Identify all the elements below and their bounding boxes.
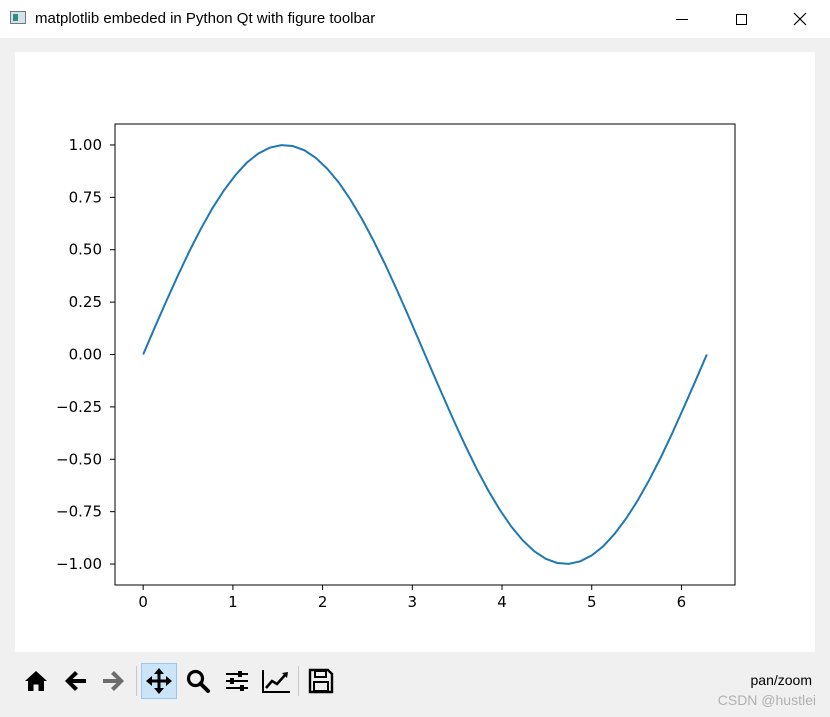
- home-icon: [25, 671, 47, 691]
- maximize-icon: [735, 13, 747, 25]
- watermark: CSDN @hustlei: [717, 692, 816, 708]
- sliders-icon: [226, 671, 248, 691]
- arrow-left-icon: [65, 671, 86, 691]
- floppy-disk-icon: [308, 668, 334, 694]
- app-icon: [10, 11, 26, 24]
- y-axis: 1.00 0.75 0.50 0.25 0.00 −0.25 −0.50 −0.75 −1.00: [56, 136, 115, 573]
- y-tick-label: −0.50: [56, 450, 102, 468]
- y-tick-label: −0.25: [56, 398, 102, 416]
- back-button[interactable]: [57, 663, 93, 699]
- close-icon: [793, 12, 807, 26]
- x-tick-label: 0: [138, 593, 148, 611]
- pan-button[interactable]: [141, 663, 177, 699]
- navigation-toolbar: pan/zoom: [0, 660, 830, 710]
- move-icon: [146, 668, 172, 694]
- subplots-button[interactable]: [219, 663, 255, 699]
- save-button[interactable]: [303, 663, 339, 699]
- y-tick-label: 0.25: [69, 293, 102, 311]
- magnifier-icon: [186, 669, 210, 693]
- toolbar-separator: [136, 666, 137, 696]
- y-tick-label: 1.00: [69, 136, 102, 154]
- line-chart-icon: [262, 670, 290, 693]
- toolbar-status: pan/zoom: [750, 672, 812, 688]
- sine-series-line: [142, 144, 708, 565]
- plot-svg: 0 1 2 3 4 5 6 1.00 0.75 0.50 0.25 0.00 −0.25 −0.50 −0…: [56, 123, 736, 611]
- zoom-button[interactable]: [180, 663, 216, 699]
- forward-button[interactable]: [96, 663, 132, 699]
- y-tick-label: 0.50: [69, 241, 102, 259]
- y-tick-label: 0.75: [69, 188, 102, 206]
- minimize-icon: [676, 18, 688, 20]
- y-tick-label: −0.75: [56, 503, 102, 521]
- home-button[interactable]: [18, 663, 54, 699]
- y-tick-label: 0.00: [69, 346, 102, 364]
- title-bar: matplotlib embeded in Python Qt with fig…: [0, 0, 830, 38]
- maximize-button[interactable]: [711, 0, 771, 38]
- close-button[interactable]: [770, 0, 830, 38]
- x-tick-label: 4: [497, 593, 507, 611]
- x-tick-label: 2: [318, 593, 328, 611]
- x-axis: 0 1 2 3 4 5 6: [138, 585, 686, 611]
- arrow-right-icon: [103, 671, 124, 691]
- x-tick-label: 6: [677, 593, 687, 611]
- x-tick-label: 5: [587, 593, 597, 611]
- x-tick-label: 3: [408, 593, 418, 611]
- figure-canvas[interactable]: 0 1 2 3 4 5 6 1.00 0.75 0.50 0.25 0.00 −0.25 −0.50 −0…: [15, 52, 815, 652]
- y-tick-label: −1.00: [56, 555, 102, 573]
- x-tick-label: 1: [228, 593, 238, 611]
- minimize-button[interactable]: [652, 0, 712, 38]
- toolbar-separator: [298, 666, 299, 696]
- customize-button[interactable]: [258, 663, 294, 699]
- window-title: matplotlib embeded in Python Qt with fig…: [35, 10, 376, 27]
